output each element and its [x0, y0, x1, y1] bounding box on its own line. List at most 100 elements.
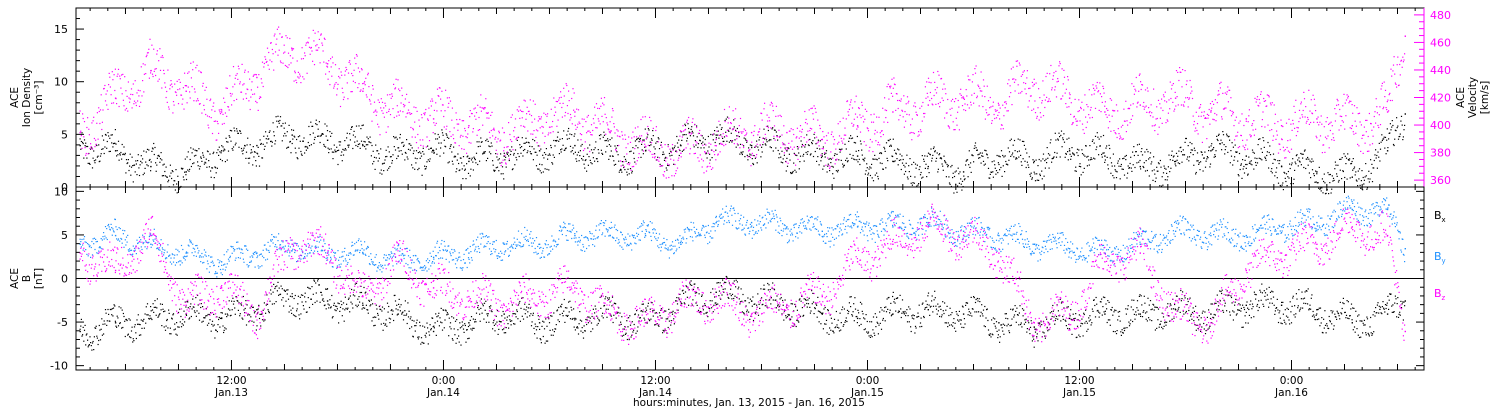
density-series-dot [445, 133, 447, 135]
velocity-series-dot [552, 120, 554, 123]
velocity-series-dot [702, 160, 704, 162]
density-series-dot [939, 157, 941, 159]
velocity-series-dot [545, 113, 547, 116]
velocity-series-dot [279, 60, 282, 62]
velocity-series-dot [103, 87, 105, 90]
velocity-series-dot [584, 141, 586, 143]
velocity-series-dot [1274, 122, 1276, 125]
velocity-series-dot [476, 134, 478, 136]
velocity-series-dot [97, 138, 99, 140]
bx-series-dot [88, 344, 90, 346]
velocity-series-dot [1067, 76, 1069, 78]
density-series-dot [310, 121, 312, 123]
velocity-series-dot [650, 142, 653, 144]
velocity-series-dot [921, 120, 923, 122]
density-series-dot [331, 151, 333, 153]
density-series-dot [628, 173, 630, 175]
velocity-series-dot [960, 88, 962, 90]
velocity-series-dot [557, 119, 559, 121]
density-series-dot [1107, 164, 1109, 166]
density-series-dot [1149, 157, 1151, 159]
bx-series-point [114, 322, 117, 324]
density-series-dot [1009, 139, 1011, 142]
velocity-series-dot [347, 98, 349, 100]
density-series-dot [281, 140, 283, 142]
bx-series-dot [209, 319, 211, 321]
velocity-series-dot [1285, 157, 1287, 159]
velocity-series-dot [258, 74, 260, 76]
density-series-dot [957, 167, 959, 169]
density-series-dot [352, 147, 354, 150]
density-series-dot [799, 161, 801, 163]
density-series-dot [337, 163, 339, 166]
velocity-series-dot [182, 87, 184, 89]
velocity-series-dot [1109, 98, 1111, 100]
density-series-dot [108, 150, 110, 153]
density-series-dot [1381, 134, 1383, 136]
bx-series-dot [310, 298, 312, 300]
density-series-dot [140, 155, 142, 157]
velocity-series-dot [194, 91, 196, 93]
density-series-dot [967, 176, 969, 178]
velocity-series-dot [1369, 144, 1371, 146]
density-series-dot [1349, 158, 1351, 160]
density-series-dot [168, 179, 170, 181]
velocity-series-dot [139, 90, 141, 92]
density-series-dot [617, 154, 619, 156]
density-series-dot [1364, 176, 1366, 178]
density-series-dot [1062, 137, 1064, 139]
velocity-series-dot [811, 128, 813, 130]
density-series-dot [232, 149, 234, 151]
density-series-dot [479, 145, 481, 147]
density-series-dot [798, 152, 800, 154]
velocity-series-dot [292, 57, 294, 59]
velocity-series-dot [829, 167, 831, 169]
bx-series-dot [133, 326, 136, 328]
velocity-series-dot [910, 131, 912, 134]
density-series-dot [419, 157, 421, 159]
velocity-series-dot [1313, 98, 1315, 100]
density-series-dot [783, 143, 785, 145]
bx-series-dot [96, 337, 98, 339]
velocity-series-dot [292, 48, 295, 50]
velocity-series-dot [608, 131, 610, 133]
velocity-series-dot [300, 58, 303, 60]
velocity-series-dot [436, 88, 439, 90]
density-series-dot [1063, 133, 1065, 135]
density-series-point [1351, 176, 1353, 178]
density-series-dot [1344, 176, 1346, 179]
velocity-series-dot [609, 121, 611, 123]
density-series-dot [731, 141, 733, 143]
density-series-dot [1193, 147, 1195, 149]
velocity-series-dot [85, 154, 87, 156]
velocity-series-dot [713, 151, 715, 153]
density-series-dot [960, 183, 962, 185]
velocity-series-dot [450, 135, 452, 137]
density-series-dot [224, 149, 226, 151]
bx-series-dot [215, 329, 217, 331]
density-series-dot [1209, 163, 1212, 165]
density-series-dot [477, 146, 479, 148]
velocity-series-dot [629, 162, 631, 164]
density-series-dot [1234, 144, 1236, 146]
velocity-series-dot [90, 146, 92, 148]
bx-series-dot [166, 319, 168, 322]
density-series-dot [999, 156, 1001, 158]
velocity-series-dot [1096, 87, 1098, 89]
density-series-dot [1224, 149, 1226, 151]
bx-series-dot [221, 312, 223, 314]
bx-series-dot [112, 307, 115, 309]
velocity-series-dot [1388, 110, 1390, 112]
density-series-dot [466, 156, 468, 158]
velocity-series-dot [929, 91, 931, 94]
velocity-series-point [821, 138, 823, 141]
velocity-series-dot [854, 113, 857, 115]
bx-series-dot [326, 288, 329, 290]
density-series-dot [419, 151, 421, 153]
velocity-series-dot [808, 109, 810, 111]
bx-series-dot [316, 300, 318, 302]
density-series-dot [813, 133, 815, 135]
bx-series-dot [187, 307, 189, 309]
bx-series-dot [273, 303, 275, 305]
velocity-series-dot [1164, 100, 1166, 102]
